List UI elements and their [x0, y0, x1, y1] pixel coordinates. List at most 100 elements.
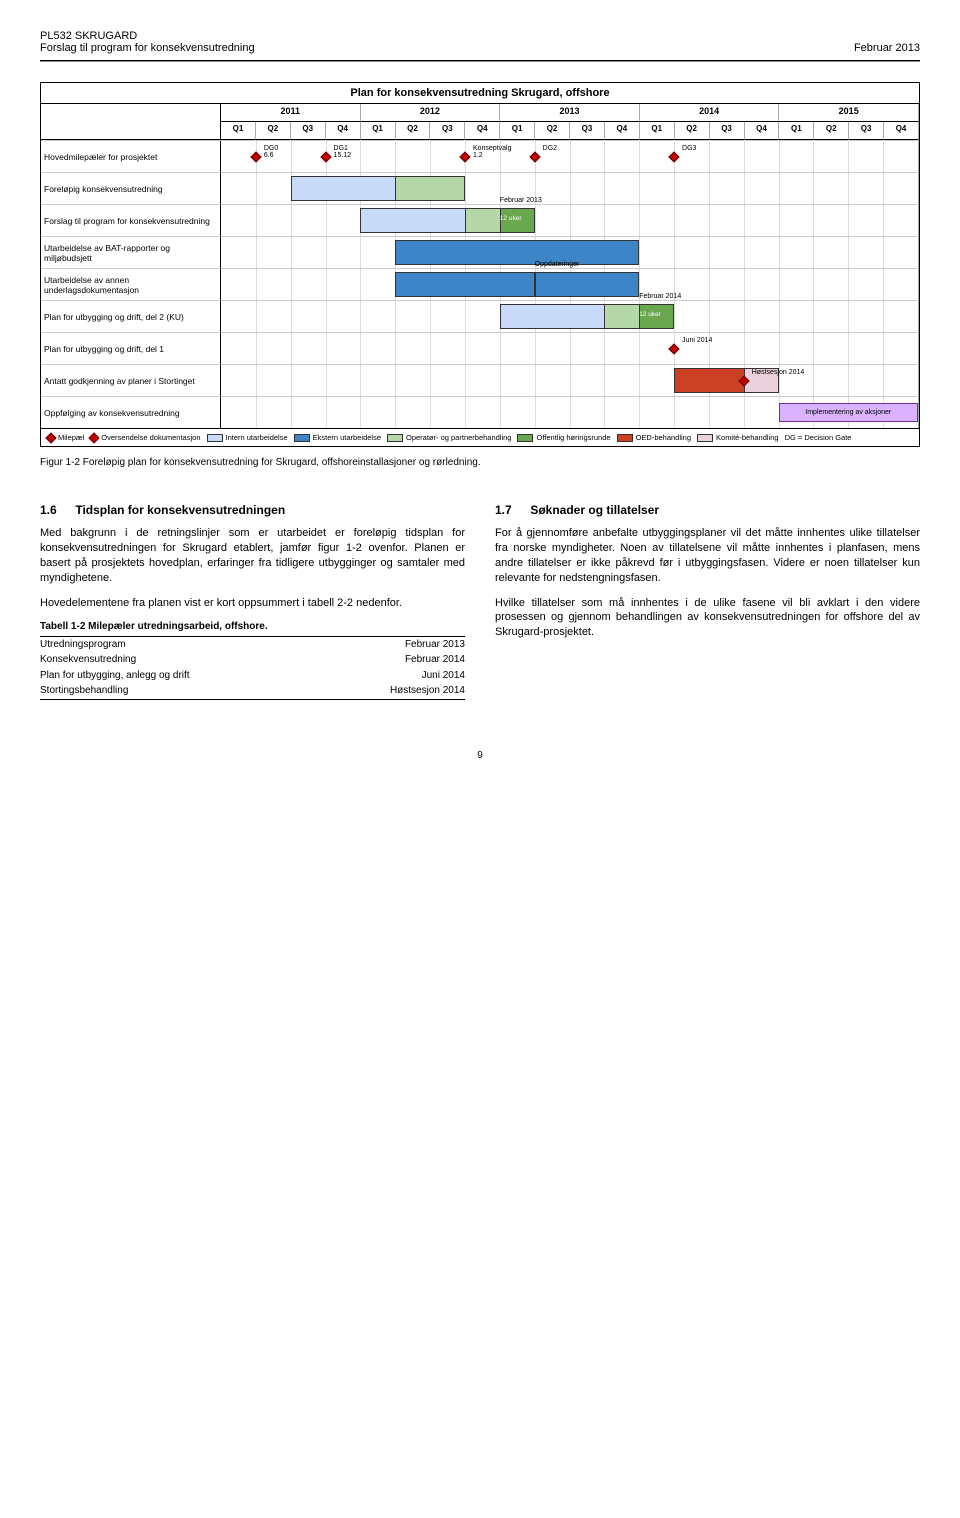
column-right: 1.7 Søknader og tillatelser For å gjenno…	[495, 492, 920, 700]
legend-swatch	[697, 434, 713, 442]
table-row: StortingsbehandlingHøstsesjon 2014	[40, 683, 465, 699]
gantt-row-track: Februar 201312 uker	[221, 204, 919, 236]
gantt-row-label: Utarbeidelse av BAT-rapporter og miljøbu…	[41, 236, 221, 268]
section-1-7-p1: For å gjennomføre anbefalte utbyggingspl…	[495, 526, 920, 585]
table-cell-key: Utredningsprogram	[40, 636, 323, 652]
table-cell-value: Februar 2014	[323, 652, 465, 668]
gantt-row-label: Plan for utbygging og drift, del 1	[41, 332, 221, 364]
milestone-diamond-icon	[529, 151, 540, 162]
legend-swatch	[294, 434, 310, 442]
legend-label: Operatør- og partnerbehandling	[406, 433, 511, 442]
section-1-6-p2: Hovedelementene fra planen vist er kort …	[40, 596, 465, 611]
gantt-row-label: Hovedmilepæler for prosjektet	[41, 140, 221, 172]
gantt-bar	[395, 176, 465, 201]
milestone-diamond-icon	[668, 343, 679, 354]
section-title: Søknader og tillatelser	[530, 503, 659, 517]
milestone-label: DG0 6.6	[264, 145, 278, 159]
table-cell-key: Stortingsbehandling	[40, 683, 323, 699]
legend-label: Intern utarbeidelse	[226, 433, 288, 442]
legend-item: Operatør- og partnerbehandling	[387, 433, 511, 442]
gantt-row-label: Utarbeidelse av annen underlagsdokumenta…	[41, 268, 221, 300]
gantt-annotation: Oppdateringer	[535, 261, 580, 268]
milestone-diamond-icon	[320, 151, 331, 162]
milestone-diamond-icon	[459, 151, 470, 162]
legend-swatch	[387, 434, 403, 442]
milestone-table: UtredningsprogramFebruar 2013Konsekvensu…	[40, 636, 465, 700]
diamond-icon	[45, 432, 56, 443]
gantt-row-track	[221, 172, 919, 204]
table-cell-value: Februar 2013	[323, 636, 465, 652]
legend-label: Offentlig høringsrunde	[536, 433, 610, 442]
legend-label: DG = Decision Gate	[785, 433, 852, 442]
legend-item: OED-behandling	[617, 433, 691, 442]
legend-item: Intern utarbeidelse	[207, 433, 288, 442]
milestone-label: Juni 2014	[682, 337, 712, 344]
figure-caption: Figur 1-2 Foreløpig plan for konsekvensu…	[40, 457, 920, 468]
legend-label: Milepæl	[58, 433, 84, 442]
gantt-row-track: Implementering av aksjoner	[221, 396, 919, 428]
gantt-implementation-box: Implementering av aksjoner	[779, 403, 918, 422]
gantt-annotation: Februar 2014	[639, 293, 681, 300]
milestone-diamond-icon	[668, 151, 679, 162]
table-row: KonsekvensutredningFebruar 2014	[40, 652, 465, 668]
gantt-row-track: Juni 2014	[221, 332, 919, 364]
section-num: 1.6	[40, 502, 72, 518]
page-header: PL532 SKRUGARD Forslag til program for k…	[40, 30, 920, 58]
gantt-row-label: Forslag til program for konsekvensutredn…	[41, 204, 221, 236]
section-1-7-heading: 1.7 Søknader og tillatelser	[495, 502, 920, 518]
legend-label: Komité-behandling	[716, 433, 779, 442]
legend-item: Komité-behandling	[697, 433, 779, 442]
legend-item: Oversendelse dokumentasjon	[90, 433, 200, 442]
table-row: Plan for utbygging, anlegg og driftJuni …	[40, 668, 465, 684]
gantt-annotation: 12 uker	[500, 215, 522, 222]
gantt-row-track: Høstsesjon 2014	[221, 364, 919, 396]
legend-item: DG = Decision Gate	[785, 433, 852, 442]
doc-code-title: PL532 SKRUGARD	[40, 30, 920, 42]
gantt-chart: Plan for konsekvensutredning Skrugard, o…	[40, 82, 920, 447]
gantt-title: Plan for konsekvensutredning Skrugard, o…	[41, 83, 919, 104]
legend-label: Oversendelse dokumentasjon	[101, 433, 200, 442]
body-columns: 1.6 Tidsplan for konsekvensutredningen M…	[40, 492, 920, 700]
gantt-legend: Milepæl Oversendelse dokumentasjon Intern …	[41, 428, 919, 446]
gantt-bar	[395, 272, 534, 297]
gantt-row-label: Oppfølging av konsekvensutredning	[41, 396, 221, 428]
gantt-annotation: Februar 2013	[500, 197, 542, 204]
milestone-label: DG1 15.12	[334, 145, 352, 159]
gantt-grid: 20112012201320142015Q1Q2Q3Q4Q1Q2Q3Q4Q1Q2…	[41, 104, 919, 428]
milestone-label: DG2	[543, 145, 557, 152]
column-left: 1.6 Tidsplan for konsekvensutredningen M…	[40, 492, 465, 700]
legend-item: Ekstern utarbeidelse	[294, 433, 381, 442]
milestone-label: DG3	[682, 145, 696, 152]
section-1-6-heading: 1.6 Tidsplan for konsekvensutredningen	[40, 502, 465, 518]
gantt-row-label: Plan for utbygging og drift, del 2 (KU)	[41, 300, 221, 332]
header-rule-2	[40, 61, 920, 62]
table-cell-key: Plan for utbygging, anlegg og drift	[40, 668, 323, 684]
gantt-row-label: Antatt godkjenning av planer i Stortinge…	[41, 364, 221, 396]
doc-subtitle: Forslag til program for konsekvensutredn…	[40, 42, 255, 54]
legend-swatch	[617, 434, 633, 442]
legend-item: Offentlig høringsrunde	[517, 433, 610, 442]
table-cell-value: Høstsesjon 2014	[323, 683, 465, 699]
gantt-row-track: Oppdateringer	[221, 268, 919, 300]
gantt-row-track: DG0 6.6 DG1 15.12 Konseptvalg 1.2 DG2 DG3	[221, 140, 919, 172]
page-number: 9	[40, 750, 920, 761]
section-title: Tidsplan for konsekvensutredningen	[75, 503, 285, 517]
table-cell-value: Juni 2014	[323, 668, 465, 684]
gantt-row-label: Foreløpig konsekvensutredning	[41, 172, 221, 204]
section-num: 1.7	[495, 502, 527, 518]
milestone-label: Høstsesjon 2014	[752, 369, 805, 376]
legend-swatch	[207, 434, 223, 442]
table-cell-key: Konsekvensutredning	[40, 652, 323, 668]
legend-label: OED-behandling	[636, 433, 691, 442]
milestone-label: Konseptvalg 1.2	[473, 145, 512, 159]
gantt-bar	[395, 240, 639, 265]
legend-item: Milepæl	[47, 433, 84, 442]
legend-swatch	[517, 434, 533, 442]
table-row: UtredningsprogramFebruar 2013	[40, 636, 465, 652]
legend-label: Ekstern utarbeidelse	[313, 433, 381, 442]
gantt-bar	[535, 272, 640, 297]
table-caption: Tabell 1-2 Milepæler utredningsarbeid, o…	[40, 620, 465, 634]
milestone-diamond-icon	[250, 151, 261, 162]
diamond-icon	[89, 432, 100, 443]
doc-date: Februar 2013	[854, 42, 920, 54]
